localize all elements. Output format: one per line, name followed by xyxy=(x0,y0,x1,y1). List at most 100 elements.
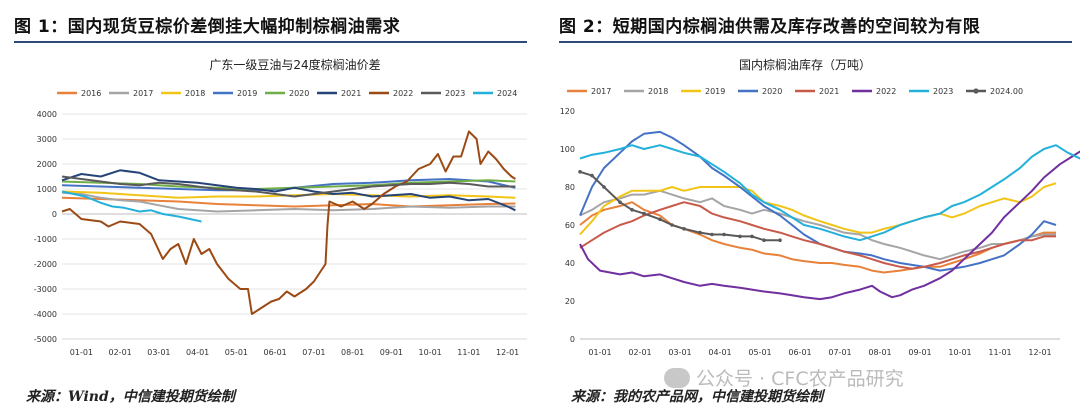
series-line-2017 xyxy=(579,201,1056,274)
legend-label: 2017 xyxy=(133,89,153,98)
x-tick-label: 11-01 xyxy=(988,348,1011,357)
wechat-icon xyxy=(664,368,690,388)
x-tick-label: 08-01 xyxy=(868,348,891,357)
chart-panel-left: 图 1：国内现货豆棕价差倒挂大幅抑制棕榈油需求 广东一级豆油与24度棕榈油价差 -… xyxy=(0,0,535,419)
x-tick-label: 03-01 xyxy=(668,348,691,357)
series-line-2021 xyxy=(61,169,516,212)
y-tick-label: 120 xyxy=(560,107,575,116)
source-note: 来源：我的农产品网，中信建投期货绘制 xyxy=(571,389,823,405)
y-tick-label: 80 xyxy=(565,183,575,192)
series-line-2022 xyxy=(61,130,516,315)
data-point xyxy=(738,234,742,239)
y-tick-label: -3000 xyxy=(34,285,57,294)
legend-label: 2022 xyxy=(393,89,413,98)
series-line-2024.00 xyxy=(579,170,780,242)
series-line-2018 xyxy=(61,190,516,199)
x-tick-label: 01-01 xyxy=(588,348,611,357)
source-note: 来源：Wind，中信建投期货绘制 xyxy=(26,389,235,405)
y-tick-label: 0 xyxy=(52,210,57,219)
legend-label: 2024.00 xyxy=(990,87,1023,96)
data-point xyxy=(698,230,702,235)
y-tick-label: 0 xyxy=(570,335,575,344)
legend-label: 2022 xyxy=(876,87,896,96)
chart-area: 广东一级豆油与24度棕榈油价差 -5000 -4000 -3000 -2000 -1000… xyxy=(34,57,527,357)
data-point xyxy=(578,170,582,174)
y-tick-label: -5000 xyxy=(34,335,57,344)
y-tick-label: 2000 xyxy=(37,160,57,169)
x-tick-label: 05-01 xyxy=(225,348,248,357)
watermark-text: 公众号 · CFC农产品研究 xyxy=(696,368,904,390)
data-point xyxy=(670,223,674,227)
y-tick-label: 3000 xyxy=(37,135,57,144)
y-tick-label: 60 xyxy=(565,221,575,230)
y-tick-label: -4000 xyxy=(34,310,57,319)
x-tick-label: 01-01 xyxy=(70,348,93,357)
y-tick-label: -2000 xyxy=(34,260,57,269)
y-tick-label: 20 xyxy=(565,297,575,306)
data-point xyxy=(630,208,634,212)
legend-label: 2023 xyxy=(445,89,465,98)
chart-area: 国内棕榈油库存（万吨） 0 20 40 60 80 100 120 01-01 02-01 03-0… xyxy=(560,57,1080,357)
legend-label: 2019 xyxy=(237,89,257,98)
x-tick-label: 02-01 xyxy=(109,348,132,357)
series-line-2023 xyxy=(579,144,1080,242)
legend-label: 2017 xyxy=(591,87,611,96)
panel-title: 图 2：短期国内棕榈油供需及库存改善的空间较为有限 xyxy=(559,17,981,37)
series-line-2021 xyxy=(579,201,1056,270)
series-line-2018 xyxy=(579,189,1056,261)
series-line-2022 xyxy=(579,150,1080,301)
y-tick-label: 4000 xyxy=(37,110,57,119)
data-point xyxy=(778,238,782,242)
y-tick-label: 1000 xyxy=(37,185,57,194)
legend-label: 2019 xyxy=(705,87,725,96)
x-tick-label: 09-01 xyxy=(380,348,403,357)
legend-marker xyxy=(973,88,979,94)
y-tick-label: 100 xyxy=(560,145,575,154)
series-line-2016 xyxy=(61,196,516,208)
legend-label: 2018 xyxy=(185,89,205,98)
legend-label: 2016 xyxy=(81,89,101,98)
series-line-2017 xyxy=(61,191,516,213)
x-tick-label: 12-01 xyxy=(1028,348,1051,357)
legend-label: 2021 xyxy=(341,89,361,98)
title-rule xyxy=(559,41,1072,43)
chart-panel-right: 图 2：短期国内棕榈油供需及库存改善的空间较为有限 国内棕榈油库存（万吨） 0 20… xyxy=(545,0,1080,419)
x-tick-label: 09-01 xyxy=(908,348,931,357)
data-point xyxy=(590,173,594,178)
x-tick-label: 07-01 xyxy=(302,348,325,357)
data-point xyxy=(762,238,766,242)
data-point xyxy=(618,200,622,204)
x-tick-label: 10-01 xyxy=(419,348,442,357)
x-tick-label: 06-01 xyxy=(264,348,287,357)
x-tick-label: 07-01 xyxy=(828,348,851,357)
panel-title: 图 1：国内现货豆棕价差倒挂大幅抑制棕榈油需求 xyxy=(14,17,401,37)
y-tick-label: -1000 xyxy=(34,235,57,244)
y-tick-label: 40 xyxy=(565,259,575,268)
data-point xyxy=(658,217,662,222)
x-tick-label: 11-01 xyxy=(457,348,480,357)
x-tick-label: 03-01 xyxy=(147,348,170,357)
series-line-2024 xyxy=(61,190,202,223)
series-line-2019 xyxy=(579,182,1057,236)
legend-label: 2023 xyxy=(933,87,953,96)
x-tick-label: 02-01 xyxy=(628,348,651,357)
watermark: 公众号 · CFC农产品研究 xyxy=(664,364,904,391)
chart-title: 国内棕榈油库存（万吨） xyxy=(739,57,871,72)
title-rule xyxy=(14,41,527,43)
data-point xyxy=(722,232,726,237)
data-point xyxy=(602,185,606,189)
data-point xyxy=(642,211,646,216)
legend-label: 2020 xyxy=(762,87,782,96)
legend-label: 2018 xyxy=(648,87,668,96)
x-tick-label: 06-01 xyxy=(788,348,811,357)
x-tick-label: 12-01 xyxy=(496,348,519,357)
data-point xyxy=(682,227,686,231)
data-point xyxy=(750,234,754,239)
legend-label: 2020 xyxy=(289,89,309,98)
series-line-2023 xyxy=(61,175,516,198)
x-tick-label: 04-01 xyxy=(186,348,209,357)
legend-label: 2024 xyxy=(497,89,517,98)
x-tick-label: 04-01 xyxy=(708,348,731,357)
x-tick-label: 05-01 xyxy=(748,348,771,357)
data-point xyxy=(710,232,714,237)
